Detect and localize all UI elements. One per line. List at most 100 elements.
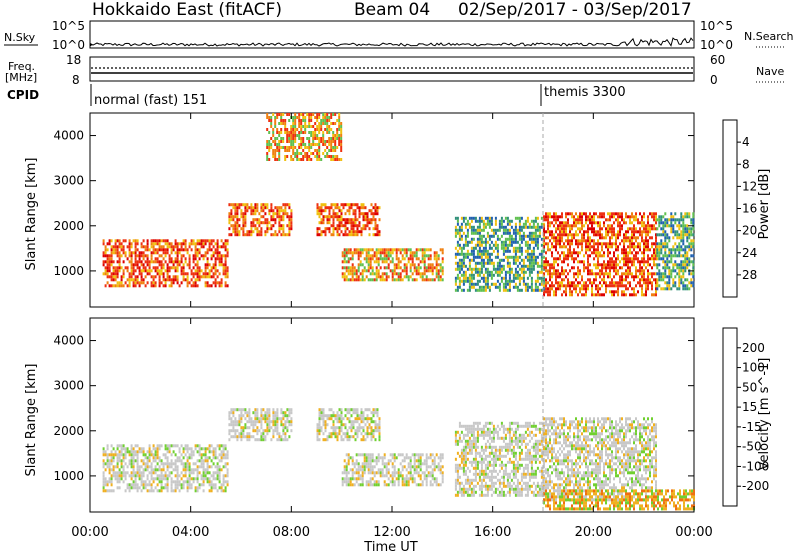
heatmap-cell xyxy=(166,477,169,481)
heatmap-cell xyxy=(484,216,487,220)
heatmap-cell xyxy=(318,423,321,427)
heatmap-cell xyxy=(256,432,259,436)
heatmap-cell xyxy=(208,242,211,246)
heatmap-cell xyxy=(120,245,123,249)
heatmap-cell xyxy=(591,281,593,285)
heatmap-cell xyxy=(156,477,159,481)
heatmap-cell xyxy=(682,287,685,291)
heatmap-cell xyxy=(270,215,273,219)
heatmap-cell xyxy=(536,228,539,232)
heatmap-cell xyxy=(591,224,593,228)
heatmap-cell xyxy=(232,224,235,228)
heatmap-cell xyxy=(116,486,119,490)
heatmap-cell xyxy=(593,278,595,282)
heatmap-cell xyxy=(655,263,657,267)
heatmap-cell xyxy=(486,231,489,235)
heatmap-cell xyxy=(506,282,509,286)
heatmap-cell xyxy=(678,245,681,249)
heatmap-cell xyxy=(518,228,521,232)
heatmap-cell xyxy=(324,230,327,234)
heatmap-cell xyxy=(591,293,593,297)
heatmap-cell xyxy=(645,248,647,252)
heatmap-cell xyxy=(524,288,527,292)
heatmap-cell xyxy=(347,266,350,270)
heatmap-cell xyxy=(684,263,687,267)
heatmap-cell xyxy=(597,260,599,264)
heatmap-cell xyxy=(194,269,197,273)
heatmap-cell xyxy=(110,263,113,267)
heatmap-cell xyxy=(302,116,305,119)
heatmap-cell xyxy=(288,435,291,439)
heatmap-cell xyxy=(228,438,231,442)
heatmap-cell xyxy=(368,432,371,436)
heatmap-cell xyxy=(692,266,695,270)
heatmap-cell xyxy=(274,122,277,125)
heatmap-cell xyxy=(423,272,426,276)
heatmap-cell xyxy=(498,282,501,286)
heatmap-cell xyxy=(336,432,339,436)
heatmap-cell xyxy=(480,249,483,253)
heatmap-cell xyxy=(142,281,145,285)
heatmap-cell xyxy=(545,218,547,222)
heatmap-cell xyxy=(555,227,557,231)
heatmap-cell xyxy=(427,248,430,252)
heatmap-cell xyxy=(114,450,117,454)
heatmap-cell xyxy=(468,279,471,283)
heatmap-cell xyxy=(144,284,147,288)
heatmap-cell xyxy=(332,209,335,213)
heatmap-cell xyxy=(571,212,573,216)
heatmap-cell xyxy=(174,465,177,469)
heatmap-cell xyxy=(238,203,241,207)
heatmap-cell xyxy=(272,414,275,418)
heatmap-cell xyxy=(192,468,195,472)
heatmap-cell xyxy=(577,218,579,222)
heatmap-cell xyxy=(688,242,691,246)
heatmap-cell xyxy=(312,113,315,116)
heatmap-cell xyxy=(140,245,143,249)
heatmap-cell xyxy=(647,221,649,225)
heatmap-cell xyxy=(609,239,611,243)
heatmap-cell xyxy=(454,225,457,229)
heatmap-cell xyxy=(439,263,442,267)
heatmap-cell xyxy=(154,459,157,463)
heatmap-cell xyxy=(651,215,653,219)
heatmap-cell xyxy=(563,284,565,288)
heatmap-cell xyxy=(613,215,615,219)
heatmap-cell xyxy=(340,140,343,143)
heatmap-cell xyxy=(128,272,131,276)
heatmap-cell xyxy=(320,218,323,222)
heatmap-cell xyxy=(611,278,613,282)
heatmap-cell xyxy=(266,152,269,155)
heatmap-cell xyxy=(522,234,525,238)
heatmap-cell xyxy=(591,269,593,273)
heatmap-cell xyxy=(206,465,209,469)
heatmap-cell xyxy=(456,264,459,268)
heatmap-cell xyxy=(266,116,269,119)
heatmap-cell xyxy=(104,284,107,288)
station-title: Hokkaido East (fitACF) xyxy=(92,0,282,20)
heatmap-cell xyxy=(334,113,337,116)
heatmap-cell xyxy=(589,245,591,249)
heatmap-cell xyxy=(144,468,147,472)
heatmap-cell xyxy=(308,149,311,152)
heatmap-cell xyxy=(603,278,605,282)
heatmap-cell xyxy=(338,125,341,128)
heatmap-cell xyxy=(490,240,493,244)
heatmap-cell xyxy=(551,221,553,225)
heatmap-cell xyxy=(190,284,193,288)
heatmap-cell xyxy=(318,209,321,213)
heatmap-cell xyxy=(676,263,679,267)
heatmap-cell xyxy=(530,234,533,238)
heatmap-cell xyxy=(486,261,489,265)
heatmap-cell xyxy=(162,474,165,478)
heatmap-cell xyxy=(633,245,635,249)
heatmap-cell xyxy=(294,119,297,122)
heatmap-cell xyxy=(583,236,585,240)
heatmap-cell xyxy=(316,128,319,131)
heatmap-cell xyxy=(367,260,370,264)
heatmap-cell xyxy=(615,263,617,267)
heatmap-cell xyxy=(670,227,673,231)
heatmap-cell xyxy=(478,237,481,241)
heatmap-cell xyxy=(116,474,119,478)
heatmap-cell xyxy=(571,251,573,255)
